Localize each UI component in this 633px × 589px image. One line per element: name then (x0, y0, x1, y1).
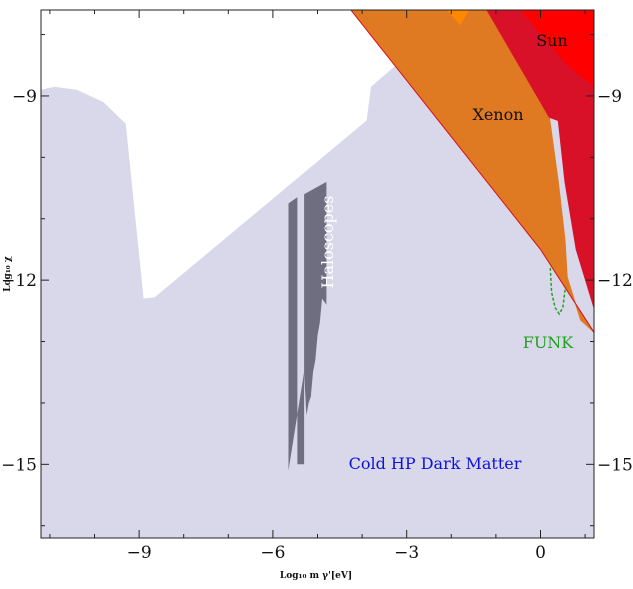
sun-label: Sun (536, 31, 568, 50)
y-axis-title: Log₁₀ χ (3, 256, 13, 292)
region-xenon-orange-top (350, 10, 470, 26)
funk-layer (549, 267, 567, 316)
funk-label: FUNK (523, 333, 575, 352)
region-sun-bright (520, 10, 594, 87)
xenon-boundary-line (350, 10, 594, 333)
xenon-label: Xenon (472, 105, 523, 124)
cold-dark-matter-label: Cold HP Dark Matter (349, 454, 522, 473)
ticks-layer: −9 −6 −3 0 −9 −9 −12 −12 −15 −15 (1, 10, 633, 563)
y-tick-label-right: −9 (597, 87, 622, 107)
x-tick-label: −6 (260, 543, 285, 563)
region-haloscopes (288, 181, 327, 471)
y-tick-label-right: −15 (597, 455, 633, 475)
x-tick-label: 0 (535, 543, 546, 563)
regions-layer (41, 10, 594, 538)
haloscopes-label: Haloscopes (318, 196, 337, 289)
y-tick-label-left: −15 (1, 455, 37, 475)
y-tick-label-left: −12 (1, 271, 37, 291)
funk-curve (549, 267, 567, 316)
region-sun (486, 10, 594, 308)
y-tick-label-left: −9 (12, 87, 37, 107)
x-axis-title: Log₁₀ m γ'[eV] (280, 571, 352, 581)
x-tick-label: −3 (394, 543, 419, 563)
x-tick-label: −9 (127, 543, 152, 563)
y-tick-label-right: −12 (597, 271, 633, 291)
